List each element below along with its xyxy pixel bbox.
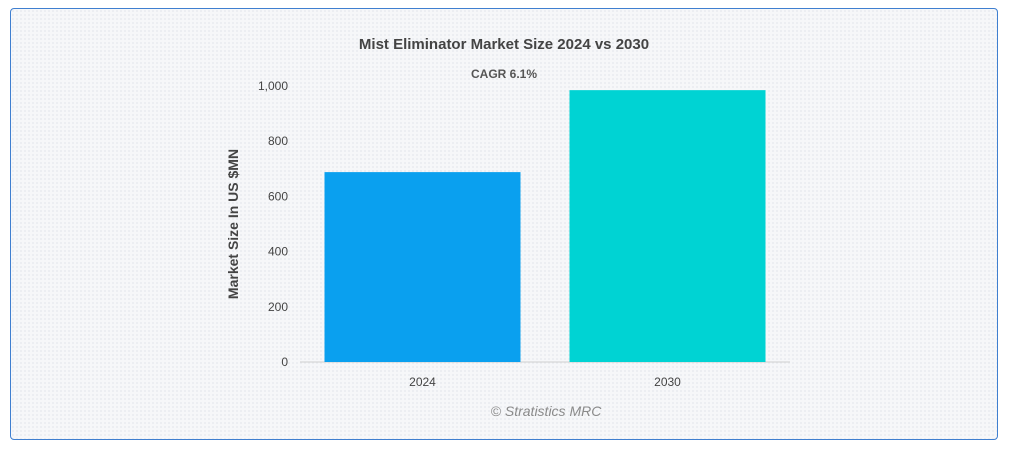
chart-title: Mist Eliminator Market Size 2024 vs 2030 — [359, 36, 649, 53]
bars — [324, 90, 766, 362]
y-tick-label: 200 — [268, 300, 288, 314]
y-axis-label: Market Size In US $MN — [225, 149, 241, 299]
y-tick-label: 600 — [268, 189, 288, 203]
x-tick-label: 2024 — [409, 375, 436, 389]
x-axis: 2024 2030 — [409, 375, 681, 389]
x-tick-label: 2030 — [654, 375, 681, 389]
y-axis: 0 200 400 600 800 1,000 — [258, 79, 288, 369]
bar-2024 — [324, 172, 521, 362]
y-tick-label: 800 — [268, 134, 288, 148]
chart-subtitle: CAGR 6.1% — [471, 67, 537, 81]
credit-watermark: © Stratistics MRC — [491, 403, 603, 419]
y-tick-label: 0 — [281, 355, 288, 369]
y-tick-label: 1,000 — [258, 79, 288, 93]
y-tick-label: 400 — [268, 245, 288, 259]
bar-2030 — [569, 90, 766, 362]
